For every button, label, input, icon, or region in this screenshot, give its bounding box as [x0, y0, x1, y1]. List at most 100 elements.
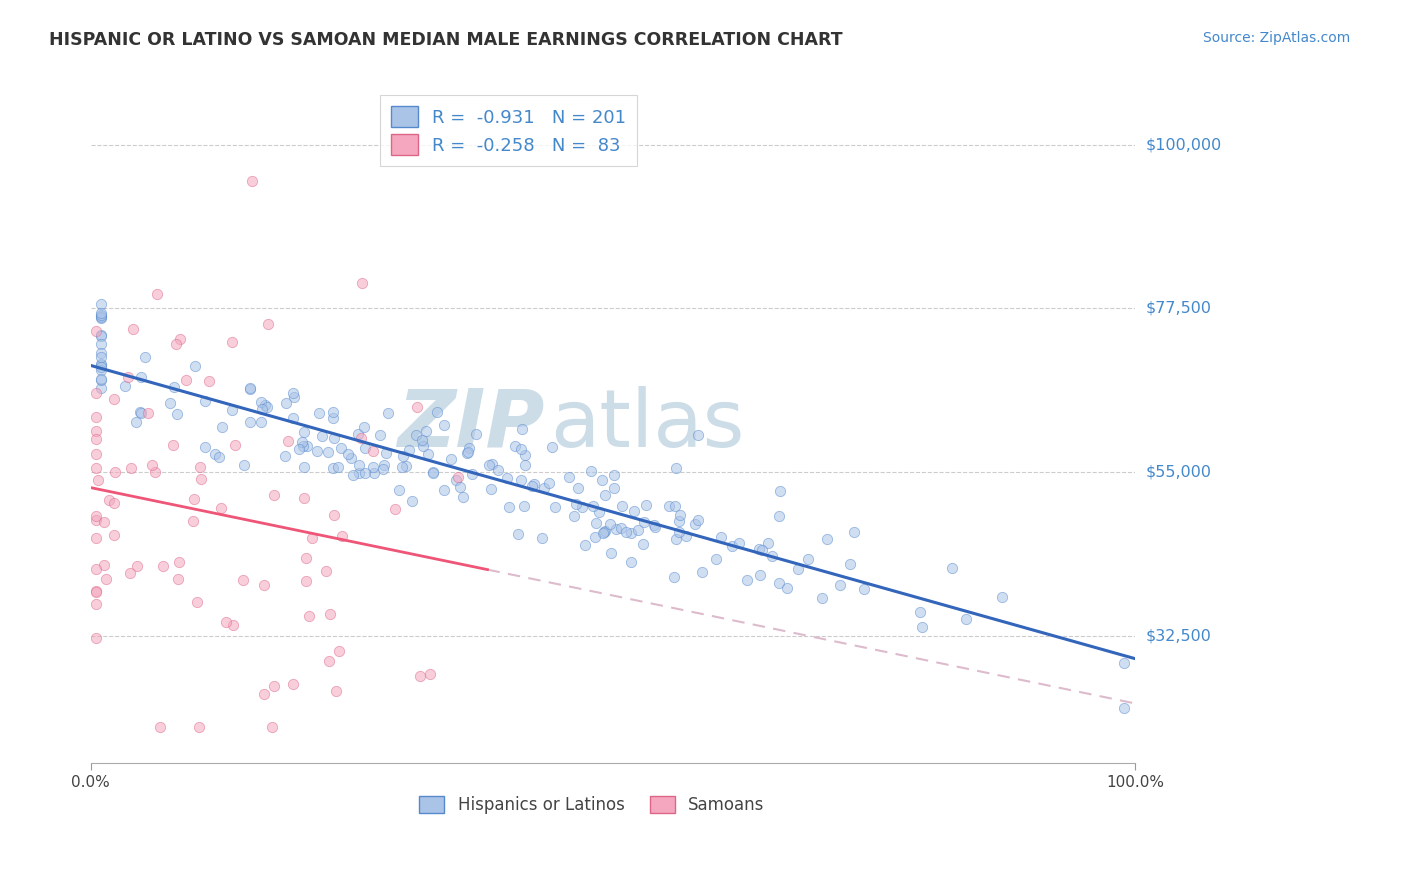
Point [544, 500, 567, 514]
Text: HISPANIC OR LATINO VS SAMOAN MEDIAN MALE EARNINGS CORRELATION CHART: HISPANIC OR LATINO VS SAMOAN MEDIAN MALE… [49, 31, 842, 49]
Point [683, 517, 706, 532]
Point [263, 679, 285, 693]
Point [643, 518, 665, 533]
Point [329, 442, 352, 456]
Point [84, 447, 107, 461]
Point [152, 559, 174, 574]
Point [688, 427, 710, 442]
Point [588, 505, 610, 519]
Point [90, 310, 112, 324]
Point [165, 337, 187, 351]
Point [211, 500, 233, 515]
Point [166, 408, 188, 422]
Point [84, 432, 107, 446]
Point [323, 431, 346, 445]
Point [129, 406, 152, 420]
Point [295, 574, 318, 588]
Point [301, 531, 323, 545]
Point [371, 461, 394, 475]
Point [318, 654, 340, 668]
Point [373, 458, 395, 472]
Point [375, 446, 398, 460]
Point [84, 461, 107, 475]
Point [263, 488, 285, 502]
Point [239, 382, 262, 396]
Point [391, 460, 413, 475]
Point [347, 466, 370, 480]
Point [496, 470, 519, 484]
Point [465, 427, 488, 442]
Text: $100,000: $100,000 [1146, 137, 1222, 152]
Point [292, 439, 315, 453]
Point [90, 327, 112, 342]
Point [451, 490, 474, 504]
Point [603, 467, 626, 482]
Point [93, 558, 115, 572]
Point [319, 607, 342, 621]
Point [571, 500, 593, 515]
Point [233, 458, 256, 473]
Point [395, 458, 418, 473]
Point [422, 465, 444, 479]
Point [90, 360, 112, 375]
Point [114, 379, 136, 393]
Point [513, 499, 536, 513]
Point [815, 532, 838, 546]
Point [768, 575, 790, 590]
Point [322, 410, 344, 425]
Point [325, 683, 347, 698]
Point [1114, 701, 1136, 715]
Point [387, 483, 409, 498]
Point [377, 406, 399, 420]
Point [103, 465, 125, 479]
Point [513, 458, 536, 472]
Point [120, 566, 142, 580]
Point [84, 631, 107, 645]
Point [592, 526, 614, 541]
Point [412, 439, 434, 453]
Point [775, 581, 797, 595]
Point [240, 174, 263, 188]
Point [143, 465, 166, 479]
Point [260, 720, 283, 734]
Point [159, 396, 181, 410]
Point [406, 401, 429, 415]
Point [90, 350, 112, 364]
Point [90, 310, 112, 325]
Point [444, 474, 467, 488]
Point [727, 536, 749, 550]
Point [669, 508, 692, 522]
Point [84, 385, 107, 400]
Point [90, 296, 112, 310]
Point [415, 424, 437, 438]
Point [257, 318, 280, 332]
Point [411, 433, 433, 447]
Point [277, 434, 299, 449]
Point [665, 460, 688, 475]
Point [84, 584, 107, 599]
Point [748, 542, 770, 557]
Point [449, 480, 471, 494]
Point [239, 381, 262, 395]
Text: atlas: atlas [550, 385, 745, 464]
Point [419, 666, 441, 681]
Point [318, 444, 340, 458]
Point [253, 399, 276, 413]
Point [828, 578, 851, 592]
Point [533, 481, 555, 495]
Point [84, 562, 107, 576]
Point [84, 584, 107, 599]
Point [315, 565, 337, 579]
Point [749, 568, 772, 582]
Point [90, 329, 112, 343]
Point [298, 609, 321, 624]
Point [292, 425, 315, 440]
Point [90, 372, 112, 386]
Point [564, 497, 586, 511]
Point [188, 459, 211, 474]
Point [662, 570, 685, 584]
Point [478, 458, 501, 472]
Point [668, 524, 690, 539]
Point [90, 309, 112, 323]
Point [167, 573, 190, 587]
